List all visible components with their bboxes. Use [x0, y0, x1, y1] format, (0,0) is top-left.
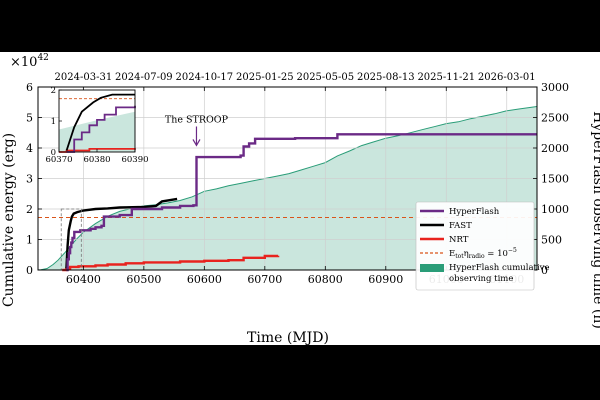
top-date-label-3: 2025-01-25: [236, 72, 294, 83]
annotation-arrow-head: [192, 139, 201, 147]
y2-tick-label-4: 2000: [541, 142, 569, 155]
inset-series-fast: [65, 93, 135, 151]
x-axis-label: Time (MJD): [247, 330, 329, 345]
inset-y-tick-label-1: 1: [51, 117, 56, 127]
legend: HyperFlash FAST NRT Etotηradio = 10−5 Hy…: [415, 201, 550, 291]
y2-tick-label-1: 500: [541, 234, 562, 247]
legend-label-nrt: NRT: [449, 235, 469, 245]
annotation-text: The STROOP: [165, 114, 229, 125]
legend-box: [415, 201, 535, 291]
x-tick-label-2: 60600: [187, 273, 222, 286]
y2-axis-label: HyperFlash observing time (h): [590, 111, 600, 329]
y2-tick-label-2: 1000: [541, 203, 569, 216]
y-tick-label-2: 2: [26, 203, 33, 216]
area-layer: [37, 106, 538, 271]
top-date-label-0: 2024-03-31: [55, 72, 113, 83]
x-tick-label-3: 60700: [247, 273, 282, 286]
legend-label-hyperflash: HyperFlash: [449, 207, 500, 217]
x-tick-label-4: 60800: [308, 273, 343, 286]
top-date-label-6: 2025-11-21: [417, 72, 475, 83]
inset-y-tick-label-0: 0: [51, 148, 56, 158]
inset-x-tick-label-0: 60370: [45, 155, 72, 165]
inset-x-tick-label-2: 60390: [121, 155, 148, 165]
legend-label-threshold: Etotηradio = 10−5: [449, 247, 517, 260]
y-tick-label-5: 5: [26, 112, 33, 125]
y2-tick-label-3: 1500: [541, 173, 569, 186]
x-tick-label-5: 60900: [368, 273, 403, 286]
top-date-label-4: 2025-05-05: [296, 72, 354, 83]
y-tick-label-6: 6: [26, 81, 33, 94]
annotation-group: The STROOP: [165, 114, 229, 147]
observing-time-area: [38, 106, 537, 270]
y-tick-label-3: 3: [26, 173, 33, 186]
ticks-layer: 6040060500606006070060800609006100061100…: [26, 72, 569, 286]
top-date-label-7: 2026-03-01: [478, 72, 536, 83]
chart-svg: 6040060500606006070060800609006100061100…: [1, 53, 600, 345]
chart-panel: 6040060500606006070060800609006100061100…: [0, 52, 600, 345]
legend-label-observing-time-2: observing time: [449, 274, 513, 284]
inset-observing-area: [59, 111, 135, 152]
y-axis-label: Cumulative energy (erg): [1, 133, 17, 307]
y2-tick-label-5: 2500: [541, 112, 569, 125]
y2-tick-label-0: 0: [541, 264, 548, 277]
series-line-hyperflash: [66, 133, 537, 272]
legend-label-fast: FAST: [449, 221, 472, 231]
inset-chart: 60370 60380 60390 0 1 2: [45, 86, 148, 165]
series-line-fast: [65, 197, 178, 269]
bottom-letterbox: [0, 345, 600, 400]
legend-label-observing-time-1: HyperFlash cumulative: [449, 263, 550, 273]
inset-series-hyperflash: [66, 105, 136, 153]
y-tick-label-0: 0: [26, 264, 33, 277]
y-tick-label-4: 4: [26, 142, 33, 155]
legend-swatch-observing-time: [420, 264, 444, 272]
y-tick-label-1: 1: [26, 234, 33, 247]
series-line-nrt: [62, 254, 280, 272]
inset-y-tick-label-2: 2: [51, 86, 56, 96]
top-letterbox: [0, 0, 600, 52]
top-date-label-2: 2024-10-17: [176, 72, 234, 83]
top-date-label-5: 2025-08-13: [357, 72, 415, 83]
y2-tick-label-6: 3000: [541, 81, 569, 94]
inset-x-tick-label-1: 60380: [83, 155, 110, 165]
x-tick-label-0: 60400: [66, 273, 101, 286]
top-date-label-1: 2024-07-09: [115, 72, 173, 83]
observing-time-line: [37, 106, 538, 271]
x-tick-label-1: 60500: [126, 273, 161, 286]
y-multiplier: ×1042: [10, 53, 49, 70]
